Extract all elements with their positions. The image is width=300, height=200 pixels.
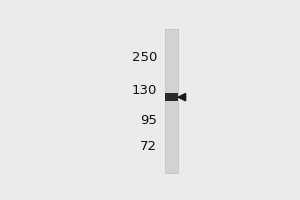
Bar <box>166 93 178 101</box>
Text: 72: 72 <box>140 140 157 153</box>
Text: 95: 95 <box>140 114 157 127</box>
Text: 250: 250 <box>132 51 157 64</box>
Text: 130: 130 <box>132 84 157 97</box>
Bar <box>166 29 178 173</box>
Polygon shape <box>178 93 186 101</box>
